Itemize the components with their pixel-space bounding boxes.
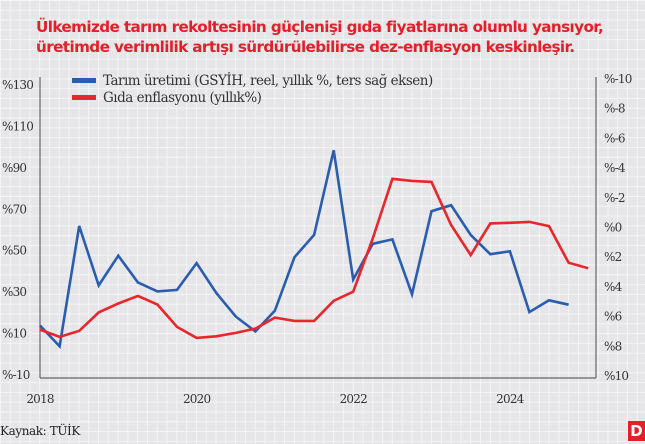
right-tick-label: %-6: [604, 131, 625, 145]
right-tick-label: %6: [604, 310, 622, 324]
left-tick-label: %90: [2, 161, 26, 175]
series-line-tarim-uretimi: [39, 150, 569, 350]
left-tick-label: %10: [2, 327, 26, 341]
x-tick-label: 2022: [340, 392, 368, 406]
logo-letter: D: [630, 422, 643, 440]
right-tick-label: %-10: [604, 72, 632, 86]
left-tick-label: %30: [2, 285, 26, 299]
title-line-1: Ülkemizde tarım rekoltesinin güçlenişi g…: [36, 18, 604, 36]
left-tick-label: %-10: [2, 368, 30, 382]
x-tick-label: 2024: [496, 392, 525, 406]
chart-title: Ülkemizde tarım rekoltesinin güçlenişi g…: [36, 17, 636, 57]
left-tick-label: %50: [2, 244, 26, 258]
source-note: Kaynak: TÜİK: [0, 424, 80, 438]
right-tick-label: %-2: [604, 191, 625, 205]
right-tick-label: %2: [604, 250, 622, 264]
right-tick-label: %0: [604, 221, 622, 235]
left-tick-label: %110: [2, 119, 33, 133]
right-tick-label: %-8: [604, 102, 625, 116]
right-tick-label: %10: [604, 369, 628, 383]
right-tick-label: %8: [604, 339, 622, 353]
publisher-logo: D: [628, 421, 645, 441]
right-tick-label: %4: [604, 280, 623, 294]
x-tick-label: 2020: [183, 392, 211, 406]
right-tick-label: %-4: [604, 161, 626, 175]
x-tick-label: 2018: [26, 392, 54, 406]
left-tick-label: %70: [2, 202, 26, 216]
legend-swatch-tarim: [72, 78, 96, 83]
left-tick-label: %130: [2, 78, 33, 92]
legend-label-tarim: Tarım üretimi (GSYİH, reel, yıllık %, te…: [103, 72, 433, 89]
title-line-2: üretimde verimlilik artışı sürdürülebili…: [36, 38, 575, 56]
series-line-gida-enflasyonu: [39, 177, 589, 340]
legend-label-gida: Gıda enflasyonu (yıllık%): [103, 90, 262, 106]
legend-swatch-gida: [72, 95, 96, 100]
legend: Tarım üretimi (GSYİH, reel, yıllık %, te…: [72, 72, 433, 106]
